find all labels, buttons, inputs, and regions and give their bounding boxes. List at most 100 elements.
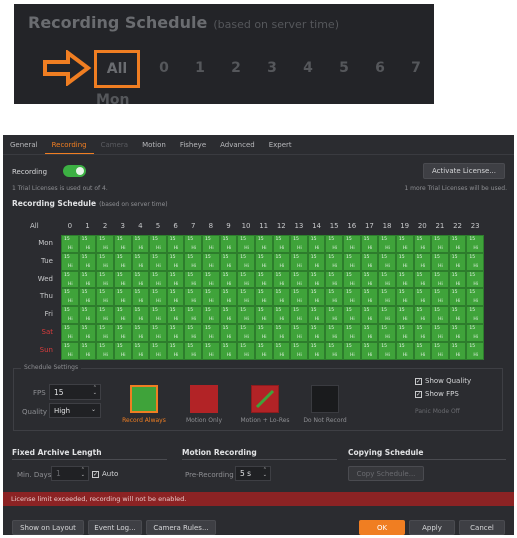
schedule-cell[interactable]: 15 Hi bbox=[184, 252, 202, 271]
schedule-cell[interactable]: 15 Hi bbox=[360, 341, 379, 360]
schedule-cell[interactable]: 15 Hi bbox=[378, 235, 396, 253]
schedule-cell[interactable]: 15 Hi bbox=[237, 252, 255, 271]
hour-label[interactable]: 20 bbox=[417, 222, 427, 230]
schedule-cell[interactable]: 15 Hi bbox=[78, 235, 97, 253]
schedule-cell[interactable]: 15 Hi bbox=[184, 306, 202, 324]
schedule-cell[interactable]: 15 Hi bbox=[254, 288, 273, 307]
hour-label[interactable]: 9 bbox=[226, 222, 231, 230]
schedule-cell[interactable]: 15 Hi bbox=[448, 270, 467, 289]
schedule-cell[interactable]: 15 Hi bbox=[307, 341, 326, 360]
schedule-cell[interactable]: 15 Hi bbox=[61, 270, 79, 289]
schedule-cell[interactable]: 15 Hi bbox=[431, 270, 449, 289]
schedule-cell[interactable]: 15 Hi bbox=[378, 288, 396, 307]
schedule-cell[interactable]: 15 Hi bbox=[431, 306, 449, 324]
schedule-cell[interactable]: 15 Hi bbox=[431, 288, 449, 307]
auto-checkbox[interactable]: ✓ Auto bbox=[92, 470, 118, 478]
schedule-cell[interactable]: 15 Hi bbox=[290, 252, 308, 271]
schedule-cell[interactable]: 15 Hi bbox=[395, 235, 414, 253]
zoom-hour-label[interactable]: 7 bbox=[411, 60, 421, 76]
zoom-hour-label[interactable]: 5 bbox=[339, 60, 349, 76]
schedule-cell[interactable]: 15 Hi bbox=[96, 341, 114, 360]
schedule-cell[interactable]: 15 Hi bbox=[184, 270, 202, 289]
schedule-cell[interactable]: 15 Hi bbox=[202, 252, 220, 271]
schedule-cell[interactable]: 15 Hi bbox=[395, 341, 414, 360]
hour-label[interactable]: 10 bbox=[241, 222, 251, 230]
motion-lores-swatch[interactable] bbox=[251, 385, 279, 413]
schedule-cell[interactable]: 15 Hi bbox=[343, 235, 361, 253]
min-days-spinbox[interactable]: 1 ⌃ ⌄ bbox=[51, 466, 89, 481]
show-on-layout-button[interactable]: Show on Layout bbox=[12, 520, 84, 535]
schedule-cell[interactable]: 15 Hi bbox=[254, 252, 273, 271]
schedule-cell[interactable]: 15 Hi bbox=[78, 323, 97, 342]
day-label-tue[interactable]: Tue bbox=[41, 256, 53, 265]
day-label-wed[interactable]: Wed bbox=[37, 274, 53, 283]
hour-label[interactable]: 0 bbox=[67, 222, 73, 230]
schedule-cell[interactable]: 15 Hi bbox=[254, 235, 273, 253]
schedule-cell[interactable]: 15 Hi bbox=[360, 235, 379, 253]
hour-label[interactable]: 15 bbox=[329, 222, 339, 230]
tab-recording[interactable]: Recording bbox=[44, 135, 94, 154]
schedule-cell[interactable]: 15 Hi bbox=[325, 341, 343, 360]
schedule-cell[interactable]: 15 Hi bbox=[78, 306, 97, 324]
schedule-cell[interactable]: 15 Hi bbox=[413, 323, 432, 342]
day-label-sat[interactable]: Sat bbox=[41, 327, 53, 336]
zoom-hour-label[interactable]: 6 bbox=[375, 60, 385, 76]
schedule-cell[interactable]: 15 Hi bbox=[78, 270, 97, 289]
schedule-cell[interactable]: 15 Hi bbox=[219, 341, 238, 360]
schedule-cell[interactable]: 15 Hi bbox=[307, 235, 326, 253]
schedule-cell[interactable]: 15 Hi bbox=[184, 323, 202, 342]
hour-label[interactable]: 8 bbox=[208, 222, 214, 230]
hour-label[interactable]: 19 bbox=[400, 222, 410, 230]
record-always-swatch[interactable] bbox=[130, 385, 158, 413]
schedule-cell[interactable]: 15 Hi bbox=[431, 323, 449, 342]
schedule-cell[interactable]: 15 Hi bbox=[202, 270, 220, 289]
schedule-cell[interactable]: 15 Hi bbox=[219, 252, 238, 271]
activate-license-button[interactable]: Activate License... bbox=[423, 163, 505, 179]
schedule-cell[interactable]: 15 Hi bbox=[378, 323, 396, 342]
schedule-cell[interactable]: 15 Hi bbox=[413, 288, 432, 307]
zoom-hour-label[interactable]: 4 bbox=[303, 60, 313, 76]
schedule-cell[interactable]: 15 Hi bbox=[61, 341, 79, 360]
schedule-cell[interactable]: 15 Hi bbox=[343, 270, 361, 289]
hour-label[interactable]: 14 bbox=[312, 222, 322, 230]
schedule-cell[interactable]: 15 Hi bbox=[113, 288, 132, 307]
cancel-button[interactable]: Cancel bbox=[459, 520, 505, 535]
recording-toggle[interactable] bbox=[63, 165, 86, 177]
tab-camera[interactable]: Camera bbox=[100, 141, 129, 149]
schedule-cell[interactable]: 15 Hi bbox=[395, 252, 414, 271]
schedule-cell[interactable]: 15 Hi bbox=[378, 270, 396, 289]
hour-label[interactable]: 21 bbox=[435, 222, 445, 230]
schedule-cell[interactable]: 15 Hi bbox=[272, 323, 291, 342]
schedule-cell[interactable]: 15 Hi bbox=[343, 306, 361, 324]
hour-label[interactable]: 11 bbox=[259, 222, 269, 230]
schedule-cell[interactable]: 15 Hi bbox=[413, 235, 432, 253]
schedule-cell[interactable]: 15 Hi bbox=[413, 270, 432, 289]
schedule-cell[interactable]: 15 Hi bbox=[290, 235, 308, 253]
schedule-cell[interactable]: 15 Hi bbox=[378, 341, 396, 360]
tab-general[interactable]: General bbox=[10, 141, 38, 149]
schedule-cell[interactable]: 15 Hi bbox=[78, 341, 97, 360]
hour-label[interactable]: 16 bbox=[347, 222, 357, 230]
schedule-cell[interactable]: 15 Hi bbox=[378, 306, 396, 324]
schedule-cell[interactable]: 15 Hi bbox=[343, 323, 361, 342]
schedule-cell[interactable]: 15 Hi bbox=[413, 252, 432, 271]
hour-label[interactable]: 5 bbox=[155, 222, 161, 230]
schedule-cell[interactable]: 15 Hi bbox=[61, 235, 79, 253]
spin-arrows-icon[interactable]: ⌃ ⌄ bbox=[80, 467, 85, 478]
hour-label[interactable]: 17 bbox=[364, 222, 374, 230]
schedule-cell[interactable]: 15 Hi bbox=[448, 288, 467, 307]
copy-schedule-button[interactable]: Copy Schedule... bbox=[348, 466, 424, 481]
schedule-cell[interactable]: 15 Hi bbox=[290, 270, 308, 289]
fps-spinbox[interactable]: 15 ⌃ ⌄ bbox=[49, 384, 101, 400]
do-not-record-swatch[interactable] bbox=[311, 385, 339, 413]
schedule-cell[interactable]: 15 Hi bbox=[448, 341, 467, 360]
schedule-cell[interactable]: 15 Hi bbox=[431, 252, 449, 271]
schedule-cell[interactable]: 15 Hi bbox=[202, 306, 220, 324]
schedule-cell[interactable]: 15 Hi bbox=[131, 270, 150, 289]
schedule-cell[interactable]: 15 Hi bbox=[325, 252, 343, 271]
schedule-cell[interactable]: 15 Hi bbox=[272, 252, 291, 271]
schedule-cell[interactable]: 15 Hi bbox=[78, 288, 97, 307]
schedule-cell[interactable]: 15 Hi bbox=[96, 323, 114, 342]
ok-button[interactable]: OK bbox=[359, 520, 405, 535]
schedule-cell[interactable]: 15 Hi bbox=[466, 252, 484, 271]
